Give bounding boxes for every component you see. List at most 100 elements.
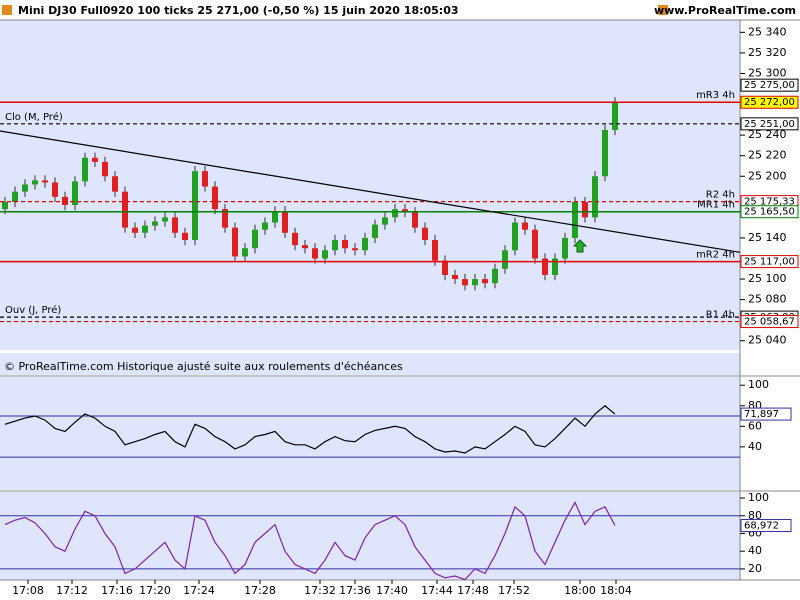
candle-body xyxy=(202,171,208,187)
candle-body xyxy=(572,201,578,238)
level-name: mR3 4h xyxy=(696,90,735,101)
header-title: Mini DJ30 Full0920 100 ticks 25 271,00 (… xyxy=(18,4,459,17)
level-name: R2 4h xyxy=(706,190,735,201)
last-price-label: 25 275,00 xyxy=(744,80,795,91)
y-tick-label: 25 080 xyxy=(748,293,787,306)
x-tick-label: 17:16 xyxy=(101,584,133,597)
candle-body xyxy=(292,232,298,246)
candle-body xyxy=(272,211,278,223)
level-name: mR2 4h xyxy=(696,250,735,261)
candle-body xyxy=(352,248,358,251)
x-tick-label: 17:48 xyxy=(457,584,489,597)
last-value-box xyxy=(740,519,792,533)
candle-body xyxy=(182,232,188,240)
candle-body xyxy=(462,279,468,286)
candle-body xyxy=(82,157,88,182)
candle-body xyxy=(212,186,218,210)
candle-body xyxy=(612,102,618,130)
candle-body xyxy=(12,191,18,202)
candle-body xyxy=(502,250,508,269)
candle-body xyxy=(382,217,388,225)
level-box xyxy=(740,205,799,219)
y-tick-label: 100 xyxy=(748,491,769,504)
trendline xyxy=(0,130,741,253)
candle-body xyxy=(392,209,398,218)
candle-body xyxy=(432,240,438,261)
candle-body xyxy=(2,201,8,210)
level-box xyxy=(740,95,799,109)
x-tick-label: 17:44 xyxy=(421,584,453,597)
y-tick-label: 20 xyxy=(748,562,762,575)
candle-body xyxy=(422,227,428,240)
x-tick-label: 17:40 xyxy=(376,584,408,597)
candle-body xyxy=(362,237,368,251)
y-tick-label: 60 xyxy=(748,419,762,432)
candle-body xyxy=(222,209,228,228)
menu-icon[interactable] xyxy=(2,5,12,15)
x-tick-label: 17:12 xyxy=(56,584,88,597)
candle-body xyxy=(152,221,158,226)
last-value-label: 71,897 xyxy=(744,409,779,420)
y-tick-label: 25 320 xyxy=(748,46,787,59)
candle-body xyxy=(162,217,168,222)
y-tick-label: 25 200 xyxy=(748,169,787,182)
candle-body xyxy=(142,225,148,233)
level-label: 25 165,50 xyxy=(744,207,795,218)
candle-body xyxy=(32,180,38,185)
y-tick-label: 25 220 xyxy=(748,149,787,162)
y-tick-label: 25 340 xyxy=(748,25,787,38)
candle-body xyxy=(512,222,518,251)
last-value-label: 68,972 xyxy=(744,521,779,532)
candle-body xyxy=(252,229,258,249)
level-name: Clo (M, Pré) xyxy=(5,111,63,123)
y-tick-label: 25 040 xyxy=(748,334,787,347)
level-box xyxy=(740,117,799,131)
menu-icon[interactable] xyxy=(658,5,668,15)
y-tick-label: 40 xyxy=(748,544,762,557)
x-tick-label: 17:08 xyxy=(12,584,44,597)
candle-body xyxy=(492,268,498,284)
x-tick-label: 17:52 xyxy=(498,584,530,597)
x-tick-label: 17:32 xyxy=(304,584,336,597)
candle-body xyxy=(192,171,198,240)
candle-body xyxy=(532,229,538,259)
rsi-panel xyxy=(0,377,740,490)
x-tick-label: 17:28 xyxy=(244,584,276,597)
candle-body xyxy=(332,240,338,251)
candle-body xyxy=(372,224,378,238)
level-name: MR1 4h xyxy=(697,200,735,211)
header-site: www.ProRealTime.com xyxy=(654,4,796,17)
candle-body xyxy=(562,237,568,259)
y-tick-label: 25 100 xyxy=(748,272,787,285)
candle-body xyxy=(282,211,288,233)
level-label: 25 251,00 xyxy=(744,119,795,130)
candle-body xyxy=(172,217,178,233)
candle-body xyxy=(442,260,448,275)
candle-body xyxy=(102,161,108,177)
level-name: Ouv (J, Pré) xyxy=(5,304,61,316)
candle-body xyxy=(602,130,608,177)
y-tick-label: 100 xyxy=(748,378,769,391)
indicator-line xyxy=(4,405,616,454)
level-name: R1 4h xyxy=(706,310,735,321)
panel-note: © ProRealTime.com Historique ajusté suit… xyxy=(4,360,403,373)
y-tick-label: 80 xyxy=(748,509,762,522)
candle-body xyxy=(342,240,348,249)
candle-body xyxy=(92,157,98,162)
candle-body xyxy=(242,248,248,257)
candle-body xyxy=(552,258,558,275)
indicator-line xyxy=(4,501,616,581)
y-tick-label: 25 240 xyxy=(748,128,787,141)
x-tick-label: 17:24 xyxy=(183,584,215,597)
level-label: 25 117,00 xyxy=(744,257,795,268)
candle-body xyxy=(542,258,548,275)
candle-body xyxy=(112,176,118,192)
candle-body xyxy=(132,227,138,233)
candle-body xyxy=(472,279,478,286)
candle-body xyxy=(72,181,78,206)
candle-body xyxy=(402,209,408,213)
y-tick-label: 25 300 xyxy=(748,66,787,79)
candle-body xyxy=(232,227,238,257)
x-tick-label: 18:04 xyxy=(600,584,632,597)
